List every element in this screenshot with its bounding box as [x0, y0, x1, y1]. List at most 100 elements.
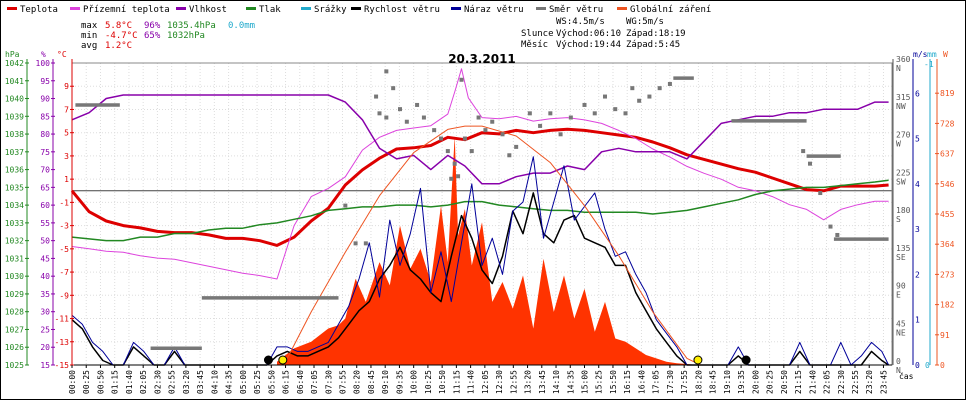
x-tick-label-43: 17:55: [680, 370, 689, 394]
x-tick-label-47: 19:35: [737, 370, 746, 394]
wind-dir-point-46: [449, 176, 454, 181]
wind-dir-point-11: [432, 128, 437, 133]
wind-dir-point-4: [377, 111, 382, 116]
temperature-axis-label-2: -11: [55, 315, 70, 324]
radiation-axis-label-7: 637: [940, 150, 955, 159]
pressure-axis-label-13: 1038: [5, 130, 24, 139]
wind-wg: WG:5m/s: [626, 17, 664, 27]
sun-set: Západ:18:19: [626, 29, 686, 39]
pressure-axis-label-16: 1041: [5, 77, 24, 86]
legend-swatch-4: [301, 7, 311, 10]
pressure-axis-label-7: 1032: [5, 237, 24, 246]
rain-axis-label-0: 0: [925, 361, 930, 370]
wind-dir-point-45: [459, 77, 464, 82]
x-tick-label-55: 22:55: [851, 370, 860, 394]
x-tick-label-5: 02:05: [139, 370, 148, 394]
x-tick-label-42: 17:30: [666, 370, 675, 394]
humidity-axis-label-3: 30: [40, 308, 50, 317]
radiation-axis-label-2: 182: [940, 301, 955, 310]
wind-dir-point-2: [343, 203, 348, 208]
sunset-marker: [693, 355, 703, 365]
x-tick-label-22: 09:10: [381, 370, 390, 394]
direction-axis-deg-7: 315: [896, 93, 911, 102]
wind-dir-point-31: [603, 94, 607, 99]
stat-min-label: min: [81, 31, 97, 41]
wind-dir-point-40: [808, 161, 812, 166]
x-tick-label-7: 02:55: [168, 370, 177, 394]
x-tick-label-50: 20:50: [780, 370, 789, 394]
moonrise-marker: [741, 355, 751, 365]
axis-unit-temperature: °C: [57, 50, 67, 59]
wind-dir-point-30: [592, 111, 597, 116]
wind-dir-point-16: [462, 136, 467, 141]
pressure-axis-label-5: 1030: [5, 272, 24, 281]
legend-swatch-5: [351, 7, 361, 10]
stat-min-temp: -4.7°C: [105, 31, 138, 41]
wind-axis-label-3: 3: [915, 225, 920, 234]
x-tick-label-15: 06:15: [282, 370, 291, 394]
humidity-axis-label-14: 85: [40, 112, 50, 121]
humidity-axis-label-9: 60: [40, 201, 50, 210]
wind-dir-point-43: [835, 232, 840, 237]
wind-dir-point-15: [456, 174, 461, 179]
direction-axis-name-2: E: [896, 291, 901, 300]
x-tick-label-26: 10:50: [438, 370, 447, 394]
temperature-axis-label-3: -9: [59, 291, 69, 300]
wind-dir-point-5: [384, 115, 389, 120]
sun-label: Slunce: [521, 29, 554, 39]
wind-dir-point-27: [558, 132, 563, 137]
wind-dir-point-34: [630, 86, 635, 91]
humidity-axis-label-12: 75: [40, 148, 50, 157]
direction-axis-deg-1: 45: [896, 319, 906, 328]
humidity-axis-label-10: 65: [40, 183, 50, 192]
wind-dir-point-3: [374, 94, 379, 99]
x-tick-label-51: 21:15: [794, 370, 803, 394]
humidity-axis-label-0: 15: [40, 361, 50, 370]
pressure-axis-label-0: 1025: [5, 361, 24, 370]
wind-dir-point-36: [647, 94, 652, 99]
x-tick-label-29: 12:05: [481, 370, 490, 394]
x-tick-label-33: 13:45: [538, 370, 547, 394]
legend-label-4: Srážky: [314, 5, 347, 15]
chart-title: 20.3.2011: [448, 52, 516, 66]
radiation-axis-label-5: 455: [940, 210, 955, 219]
axis-unit-pressure: hPa: [5, 50, 20, 59]
x-tick-label-44: 18:20: [694, 370, 703, 394]
wind-dir-point-44: [384, 69, 389, 74]
wind-dir-point-13: [445, 149, 450, 154]
x-tick-label-23: 09:35: [395, 370, 404, 394]
wind-dir-point-17: [469, 149, 474, 154]
x-tick-label-16: 06:40: [296, 370, 305, 394]
x-tick-label-3: 01:15: [111, 370, 120, 394]
x-tick-label-21: 08:45: [367, 370, 376, 394]
legend-label-0: Teplota: [20, 5, 58, 15]
wind-dir-point-23: [514, 144, 519, 149]
x-tick-label-8: 03:20: [182, 370, 191, 394]
temperature-axis-label-9: 3: [64, 152, 69, 161]
x-tick-label-39: 16:15: [623, 370, 632, 394]
x-tick-label-12: 05:00: [239, 370, 248, 394]
x-axis-label: čas: [899, 371, 914, 381]
direction-axis-name-7: NW: [896, 102, 906, 111]
x-tick-label-41: 17:05: [652, 370, 661, 394]
pressure-axis-label-10: 1035: [5, 183, 24, 192]
x-tick-label-31: 12:55: [509, 370, 518, 394]
direction-axis-deg-5: 225: [896, 168, 911, 177]
pressure-axis-label-2: 1027: [5, 325, 24, 334]
x-tick-label-38: 15:50: [609, 370, 618, 394]
direction-axis-deg-0: 0: [896, 357, 901, 366]
series-line-2: [71, 94, 889, 185]
pressure-axis-label-3: 1028: [5, 308, 24, 317]
legend: Teplota Přízemní teplota Vlhkost Tlak Srážky…: [7, 5, 711, 15]
temperature-axis-label-5: -5: [59, 245, 69, 254]
legend-swatch-6: [451, 7, 461, 10]
stat-max-temp: 5.8°C: [105, 21, 132, 31]
x-tick-label-40: 16:40: [637, 370, 646, 394]
x-tick-label-34: 14:10: [552, 370, 561, 394]
legend-label-7: Směr větru: [549, 5, 603, 15]
direction-axis-deg-2: 90: [896, 282, 906, 291]
temperature-axis-label-6: -3: [59, 222, 69, 231]
x-tick-label-19: 07:55: [338, 370, 347, 394]
wind-axis-label-1: 1: [915, 316, 920, 325]
